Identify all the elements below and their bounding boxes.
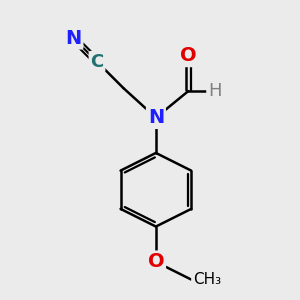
Text: H: H [208, 82, 221, 100]
Text: N: N [65, 28, 82, 48]
Text: N: N [148, 108, 164, 127]
Text: O: O [148, 252, 164, 272]
Text: O: O [180, 46, 196, 65]
Text: CH₃: CH₃ [193, 272, 221, 287]
Text: C: C [90, 53, 104, 71]
